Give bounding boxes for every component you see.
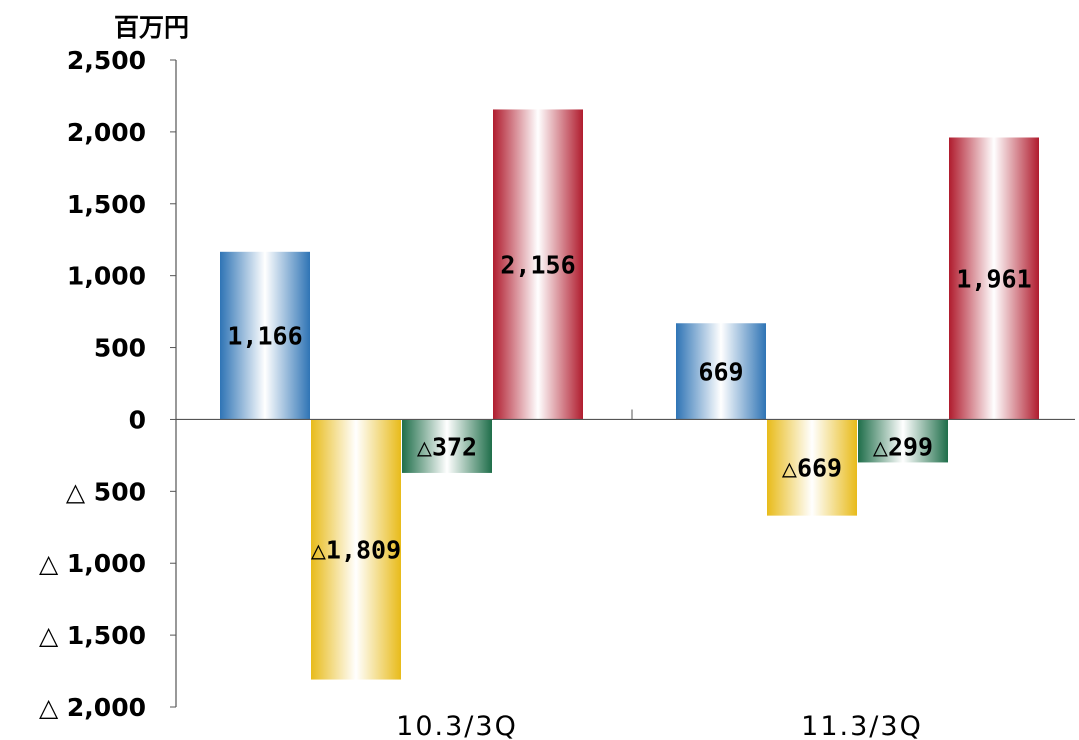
y-tick-label: 2,000 — [67, 118, 146, 147]
bar-value-label: △669 — [782, 454, 842, 483]
category-label: 11.3/3Q — [801, 711, 923, 740]
bar — [220, 251, 310, 420]
category-labels: 10.3/3Q 11.3/3Q — [396, 711, 923, 740]
y-tick-label: △ 1,000 — [39, 549, 146, 578]
y-tick-label: △ 2,000 — [39, 693, 146, 722]
bar — [311, 419, 401, 680]
y-axis-unit-label: 百万円 — [114, 13, 189, 42]
category-label: 10.3/3Q — [396, 711, 518, 740]
bar-value-label: 1,166 — [227, 322, 302, 351]
y-tick-label: △ 1,500 — [39, 621, 146, 650]
bar-value-label: 2,156 — [500, 250, 575, 279]
bar — [767, 419, 857, 516]
y-tick-label: △ 500 — [66, 477, 146, 506]
bar — [949, 137, 1039, 420]
bar-value-label: △299 — [873, 432, 933, 461]
bar — [493, 109, 583, 420]
bar-value-label: 669 — [698, 357, 743, 386]
y-tick-label: 0 — [129, 405, 146, 434]
value-labels: 1,166 △1,809 △372 2,156 669 △669 △299 1,961 — [227, 250, 1031, 564]
axes — [175, 60, 1075, 707]
y-tick-label: 1,500 — [67, 190, 146, 219]
y-tick-label: 500 — [94, 334, 146, 363]
bars-group — [220, 109, 1039, 680]
bar — [858, 419, 948, 463]
y-axis-ticks: 2,500 2,000 1,500 1,000 500 0 △ 500 △ 1,000 △ 1,… — [39, 46, 176, 722]
bar-value-label: △1,809 — [311, 535, 401, 564]
bar — [676, 323, 766, 420]
y-tick-label: 1,000 — [67, 262, 146, 291]
bar — [402, 419, 492, 473]
bar-value-label: 1,961 — [956, 264, 1031, 293]
bar-value-label: △372 — [417, 432, 477, 461]
y-tick-label: 2,500 — [67, 46, 146, 75]
